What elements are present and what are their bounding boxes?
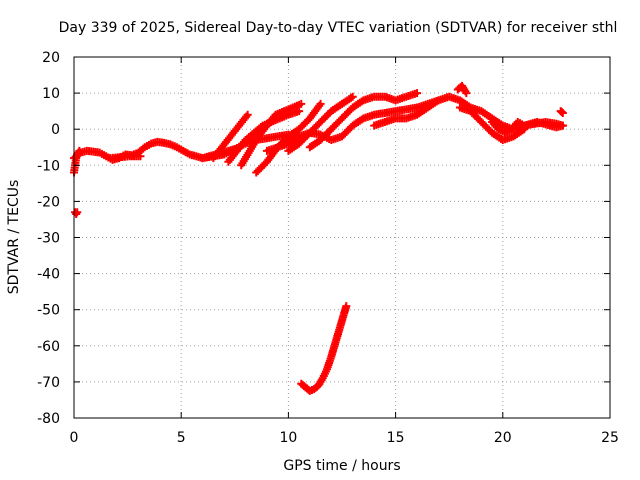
y-tick-label: -80 [37,411,60,427]
data-point [73,208,82,217]
data-series [70,81,567,395]
y-tick-label: -50 [37,303,60,319]
y-axis-ticks: 20 10 0 -10 -20 -30 -40 -50 -60 -70 -80 [37,50,610,427]
data-point [316,99,325,108]
data-point [75,146,84,155]
series-end-marker [556,107,567,117]
series-late-dip [455,103,529,145]
y-tick-label: 0 [51,122,60,138]
chart-title: Day 339 of 2025, Sidereal Day-to-day VTE… [59,20,618,36]
series-start-drop [70,146,84,177]
x-tick-label: 20 [494,430,512,446]
y-tick-label: 10 [42,86,60,102]
series-late-rise [305,89,422,152]
series-rise-3 [237,99,306,170]
series-rise-2 [209,110,252,163]
x-tick-label: 15 [387,430,405,446]
y-tick-label: -10 [37,158,60,174]
x-axis-ticks: 0 5 10 15 20 25 [70,57,619,446]
y-tick-label: -40 [37,267,60,283]
data-point [297,99,306,108]
y-tick-label: 20 [42,50,60,66]
series-low-arc [297,302,351,395]
data-point [243,110,252,119]
grid-lines [74,57,610,418]
data-point [413,89,422,98]
series-outlier-left [71,208,82,219]
data-point [558,121,567,130]
y-tick-label: -20 [37,194,60,210]
y-tick-label: -30 [37,231,60,247]
x-tick-label: 25 [601,430,619,446]
data-point [348,92,357,101]
x-tick-label: 10 [279,430,297,446]
x-tick-label: 0 [70,430,79,446]
data-point [136,152,145,161]
y-tick-label: -70 [37,375,60,391]
series-isolated-1 [106,152,145,163]
x-axis-label: GPS time / hours [283,458,400,474]
data-point [342,302,351,311]
data-point [558,108,567,117]
y-tick-label: -60 [37,339,60,355]
series-late-spread [488,117,567,137]
data-point [462,89,471,98]
series-isolated-2 [453,81,471,98]
y-axis-label: SDTVAR / TECUs [6,180,22,295]
x-tick-label: 5 [177,430,186,446]
